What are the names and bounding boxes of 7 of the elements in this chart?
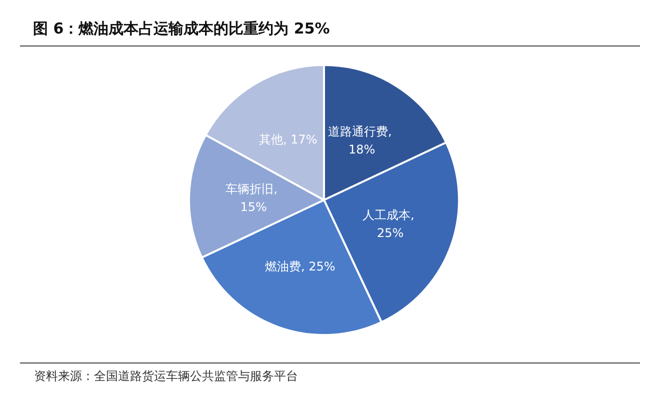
slice-label: 车辆折旧, 15%: [226, 182, 282, 214]
slice-label: 人工成本, 25%: [362, 208, 418, 240]
text: 资料来源：全国道路货运车辆公共监管与服务平台: [34, 369, 298, 383]
slice-label: 道路通行费, 18%: [328, 124, 396, 156]
chart-title: 图 6：燃油成本占运输成本的比重约为 25%: [33, 20, 330, 38]
slice-label: 其他, 17%: [258, 132, 318, 146]
slice-label: 燃油费, 25%: [264, 259, 336, 274]
